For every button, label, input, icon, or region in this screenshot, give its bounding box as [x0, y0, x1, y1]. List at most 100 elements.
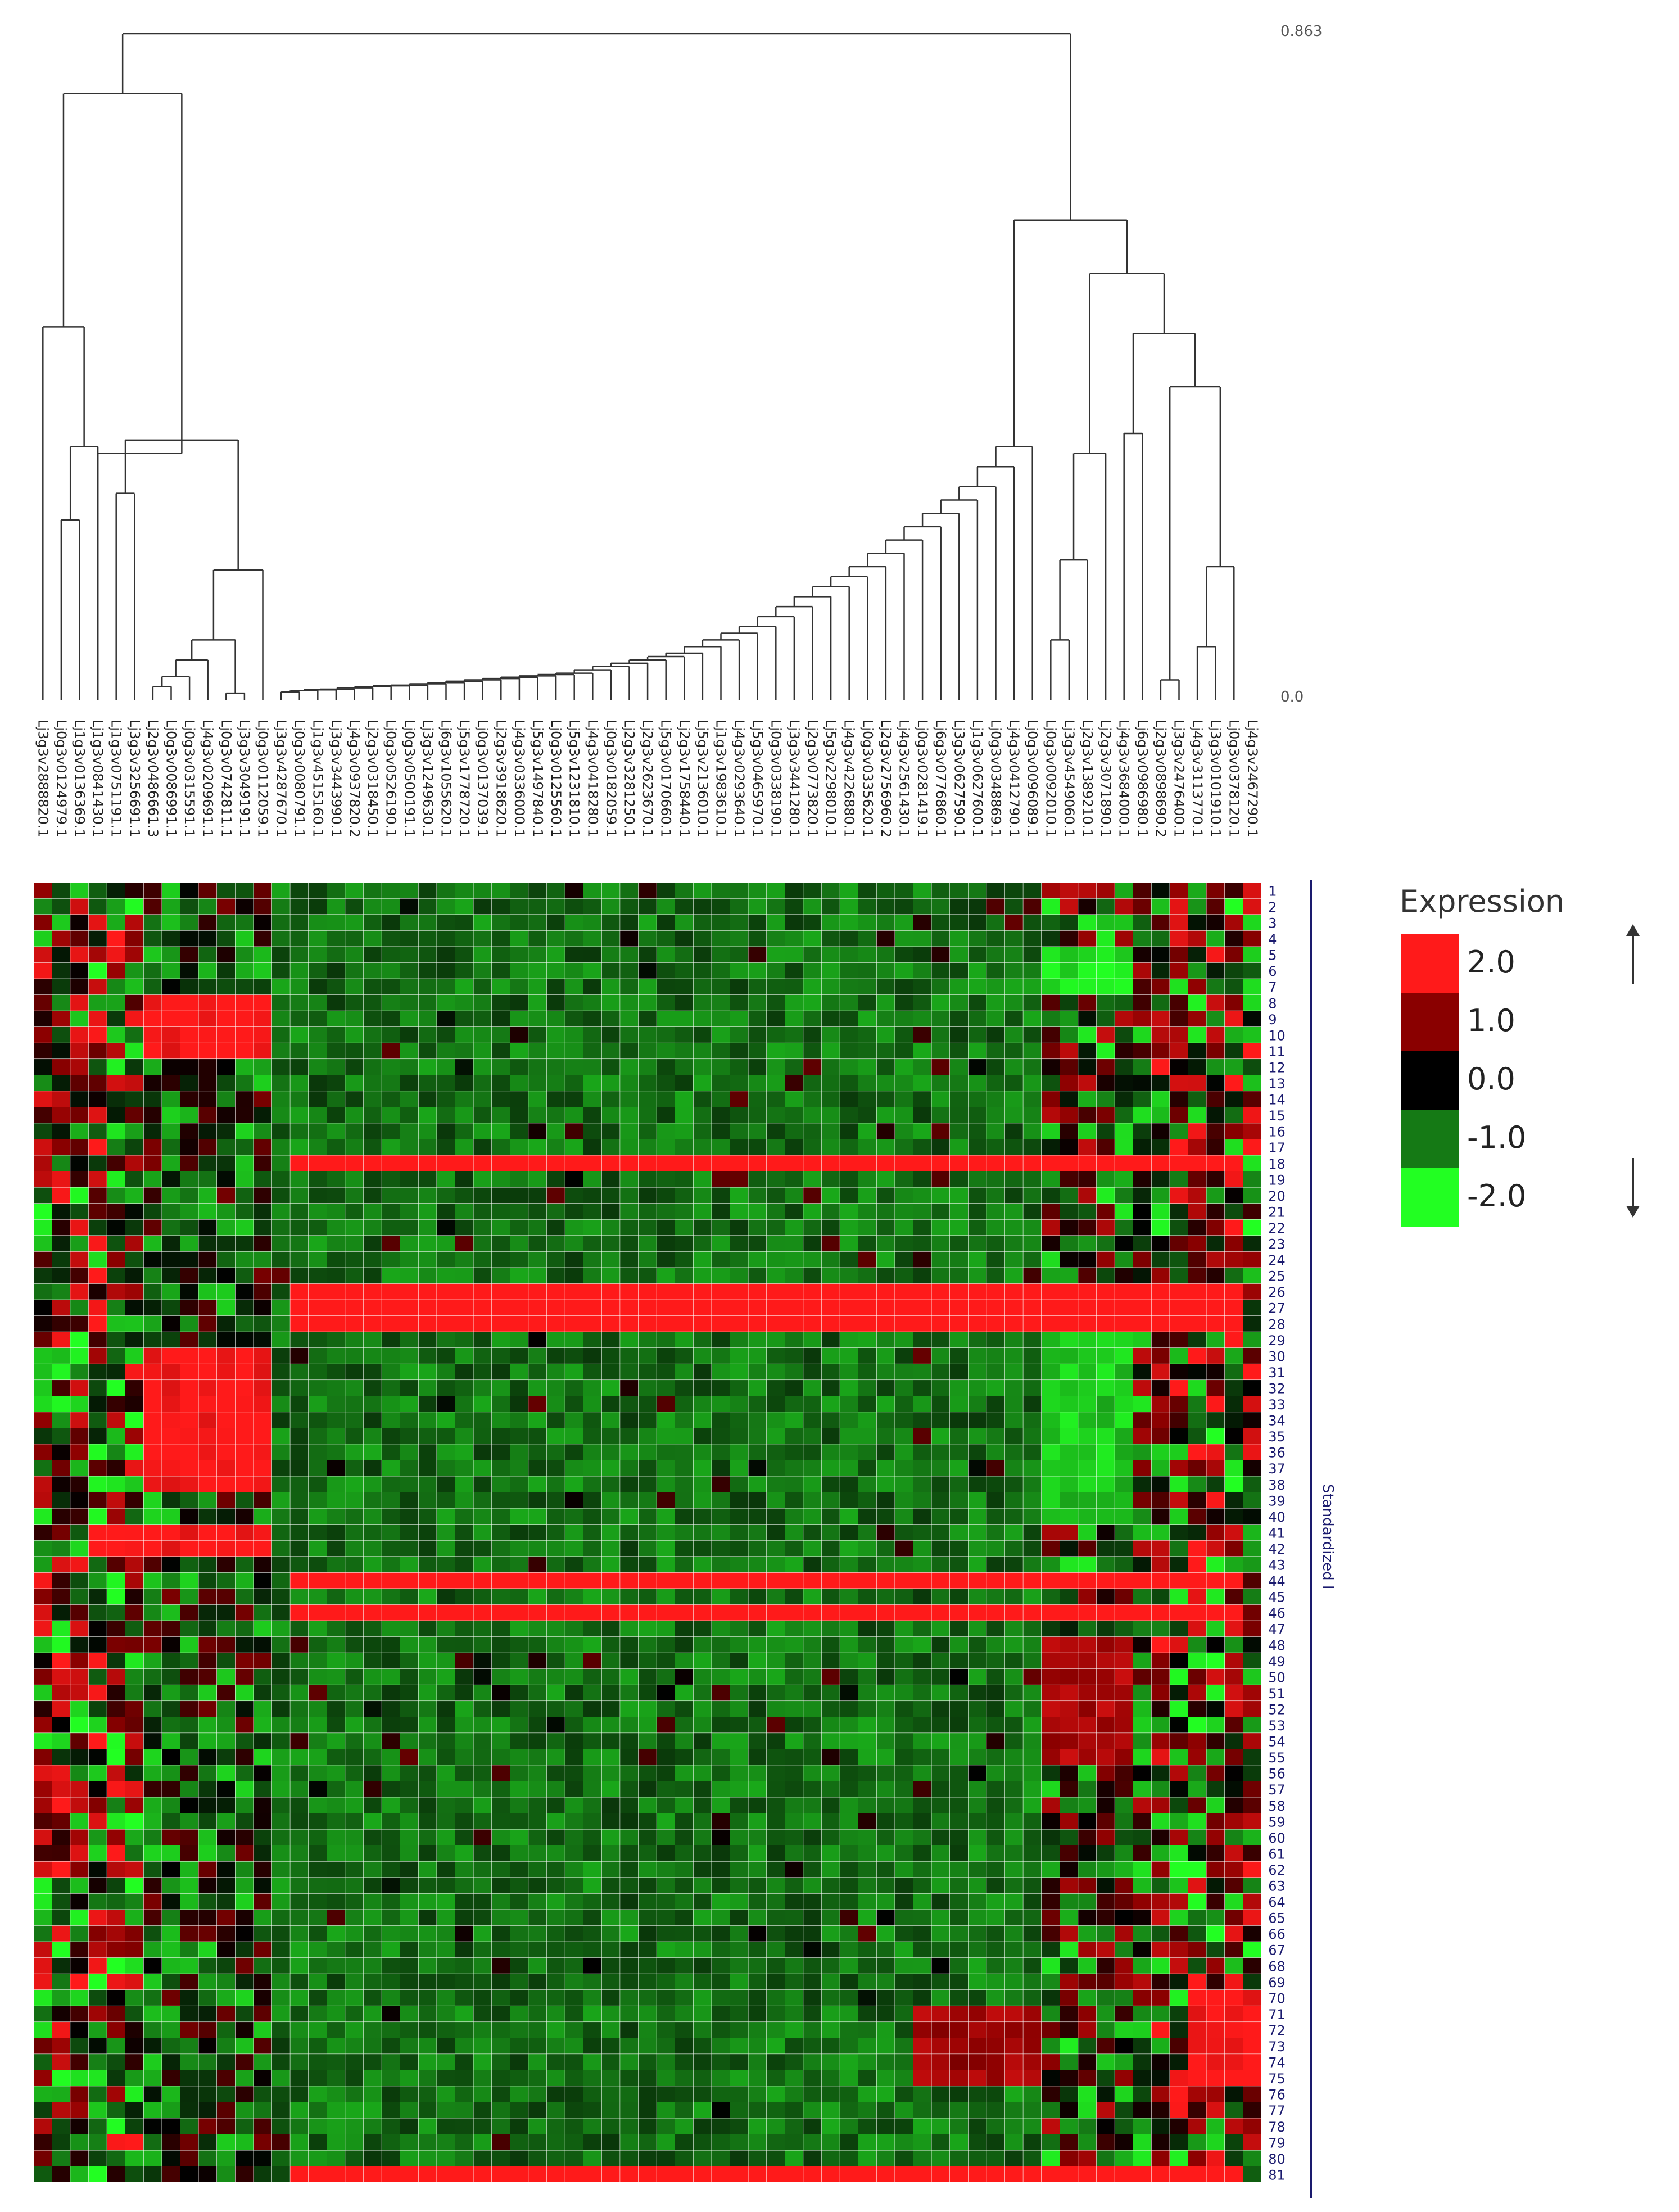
heatmap-cell: [969, 963, 986, 979]
heatmap-cell: [1078, 931, 1096, 947]
heatmap-cell: [950, 1717, 968, 1733]
heatmap-cell: [1097, 1845, 1115, 1861]
heatmap-cell: [1243, 1974, 1261, 1989]
heatmap-cell: [236, 1284, 254, 1300]
heatmap-cell: [694, 1749, 712, 1765]
heatmap-cell: [364, 1268, 382, 1283]
heatmap-cell: [144, 1589, 162, 1604]
heatmap-cell: [1060, 1573, 1078, 1589]
heatmap-cell: [986, 1027, 1004, 1043]
heatmap-cell: [89, 1910, 107, 1925]
heatmap-cell: [931, 1974, 949, 1989]
heatmap-cell: [730, 1990, 748, 2006]
heatmap-cell: [309, 1958, 327, 1974]
heatmap-cell: [510, 1027, 528, 1043]
heatmap-cell: [1243, 1733, 1261, 1749]
heatmap-cell: [931, 1717, 949, 1733]
heatmap-cell: [858, 1364, 876, 1380]
heatmap-cell: [950, 1974, 968, 1989]
heatmap-cell: [1188, 915, 1206, 930]
heatmap-cell: [254, 1380, 271, 1396]
heatmap-cell: [565, 1508, 583, 1524]
heatmap-cell: [1042, 931, 1060, 947]
heatmap-cell: [1097, 1669, 1115, 1685]
heatmap-cell: [1206, 979, 1224, 994]
heatmap-cell: [1225, 1444, 1243, 1460]
heatmap-cell: [345, 2006, 363, 2022]
heatmap-cell: [730, 1380, 748, 1396]
heatmap-cell: [345, 1460, 363, 1476]
heatmap-cell: [639, 1139, 657, 1155]
column-label: Lj5g3v2136010.1: [695, 720, 710, 838]
heatmap-cell: [986, 1107, 1004, 1123]
heatmap-cell: [675, 1364, 693, 1380]
heatmap-cell: [34, 1573, 52, 1589]
heatmap-cell: [803, 1685, 821, 1701]
heatmap-cell: [364, 1862, 382, 1878]
heatmap-cell: [1097, 1107, 1115, 1123]
heatmap-cell: [1023, 1669, 1041, 1685]
heatmap-cell: [473, 1027, 491, 1043]
heatmap-cell: [822, 1862, 840, 1878]
heatmap-cell: [254, 1187, 271, 1203]
heatmap-cell: [877, 1669, 895, 1685]
heatmap-cell: [107, 1685, 125, 1701]
heatmap-cell: [327, 1974, 345, 1989]
heatmap-cell: [125, 1765, 143, 1781]
heatmap-cell: [1115, 1155, 1133, 1171]
heatmap-cell: [236, 1091, 254, 1107]
heatmap-cell: [1023, 1878, 1041, 1893]
heatmap-cell: [1097, 1797, 1115, 1813]
heatmap-cell: [785, 1187, 803, 1203]
heatmap-cell: [877, 1107, 895, 1123]
heatmap-cell: [180, 1813, 198, 1829]
heatmap-cell: [52, 1974, 70, 1989]
heatmap-cell: [1225, 1059, 1243, 1075]
heatmap-cell: [309, 1878, 327, 1893]
heatmap-cell: [217, 1444, 235, 1460]
heatmap-cell: [639, 1396, 657, 1412]
heatmap-cell: [657, 1701, 675, 1717]
heatmap-cell: [1188, 1123, 1206, 1139]
heatmap-cell: [785, 1316, 803, 1332]
heatmap-cell: [986, 1894, 1004, 1910]
heatmap-cell: [840, 1829, 858, 1845]
heatmap-cell: [125, 1605, 143, 1621]
heatmap-cell: [1170, 1492, 1188, 1508]
column-label: Lj0g3v0348869.1: [988, 720, 1004, 838]
heatmap-cell: [107, 1364, 125, 1380]
heatmap-cell: [125, 1220, 143, 1236]
heatmap-cell: [52, 1637, 70, 1653]
heatmap-cell: [748, 979, 766, 994]
heatmap-cell: [620, 995, 638, 1011]
heatmap-cell: [1097, 1075, 1115, 1091]
heatmap-cell: [272, 1364, 290, 1380]
heatmap-cell: [785, 1862, 803, 1878]
heatmap-cell: [290, 1990, 308, 2006]
heatmap-cell: [254, 1749, 271, 1765]
heatmap-cell: [254, 1878, 271, 1893]
heatmap-cell: [547, 1043, 565, 1059]
heatmap-cell: [455, 883, 473, 898]
heatmap-cell: [473, 1220, 491, 1236]
heatmap-cell: [345, 1573, 363, 1589]
heatmap-cell: [986, 1797, 1004, 1813]
heatmap-cell: [602, 1460, 620, 1476]
heatmap-cell: [895, 1492, 913, 1508]
heatmap-cell: [272, 1059, 290, 1075]
heatmap-cell: [272, 883, 290, 898]
heatmap-cell: [89, 1444, 107, 1460]
heatmap-cell: [400, 1204, 418, 1219]
heatmap-cell: [1023, 1894, 1041, 1910]
heatmap-cell: [840, 1797, 858, 1813]
heatmap-cell: [125, 1332, 143, 1347]
heatmap-cell: [895, 1717, 913, 1733]
heatmap-cell: [657, 931, 675, 947]
heatmap-cell: [144, 1797, 162, 1813]
heatmap-cell: [455, 1428, 473, 1444]
heatmap-cell: [1152, 1878, 1170, 1893]
heatmap-cell: [950, 1621, 968, 1636]
heatmap-cell: [639, 899, 657, 915]
heatmap-cell: [473, 1541, 491, 1557]
heatmap-cell: [52, 1701, 70, 1717]
